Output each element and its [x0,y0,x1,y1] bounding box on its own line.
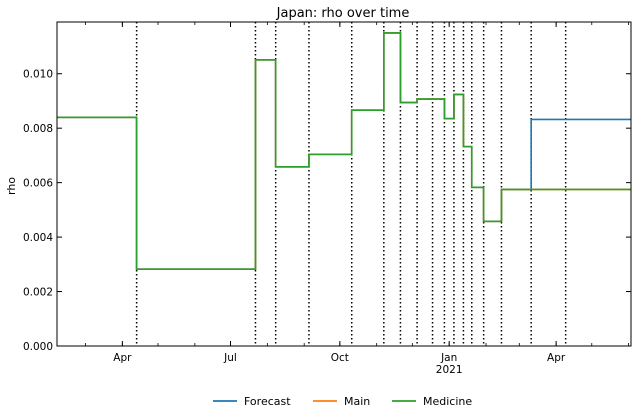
x-tick-sublabel: 2021 [436,364,463,376]
y-tick-label: 0.004 [23,232,53,244]
chart-title: Japan: rho over time [276,6,410,21]
x-tick-label: Oct [331,352,349,364]
legend-label-medicine: Medicine [423,395,472,408]
plot-area: 0.000 0.002 0.004 0.006 0.008 0.010 Apr Jul Oct J… [23,21,632,376]
y-tick-label: 0.002 [23,287,53,299]
legend: Forecast Main Medicine [213,395,472,408]
y-tick-label: 0.010 [23,69,53,81]
x-tick-label: Jul [223,352,237,364]
y-tick-label: 0.000 [23,341,53,353]
y-axis-label: rho [5,177,18,195]
series-line-medicine [57,32,631,271]
x-tick-label: Apr [547,352,566,364]
series-line-forecast [57,32,631,271]
y-tick-label: 0.006 [23,178,53,190]
legend-label-forecast: Forecast [244,395,291,408]
x-tick-label: Apr [113,352,132,364]
x-tick-label: Jan [440,352,457,364]
y-tick-label: 0.008 [23,123,53,135]
axes-frame [56,21,632,347]
legend-label-main: Main [344,395,370,408]
series-line-main [57,32,631,271]
